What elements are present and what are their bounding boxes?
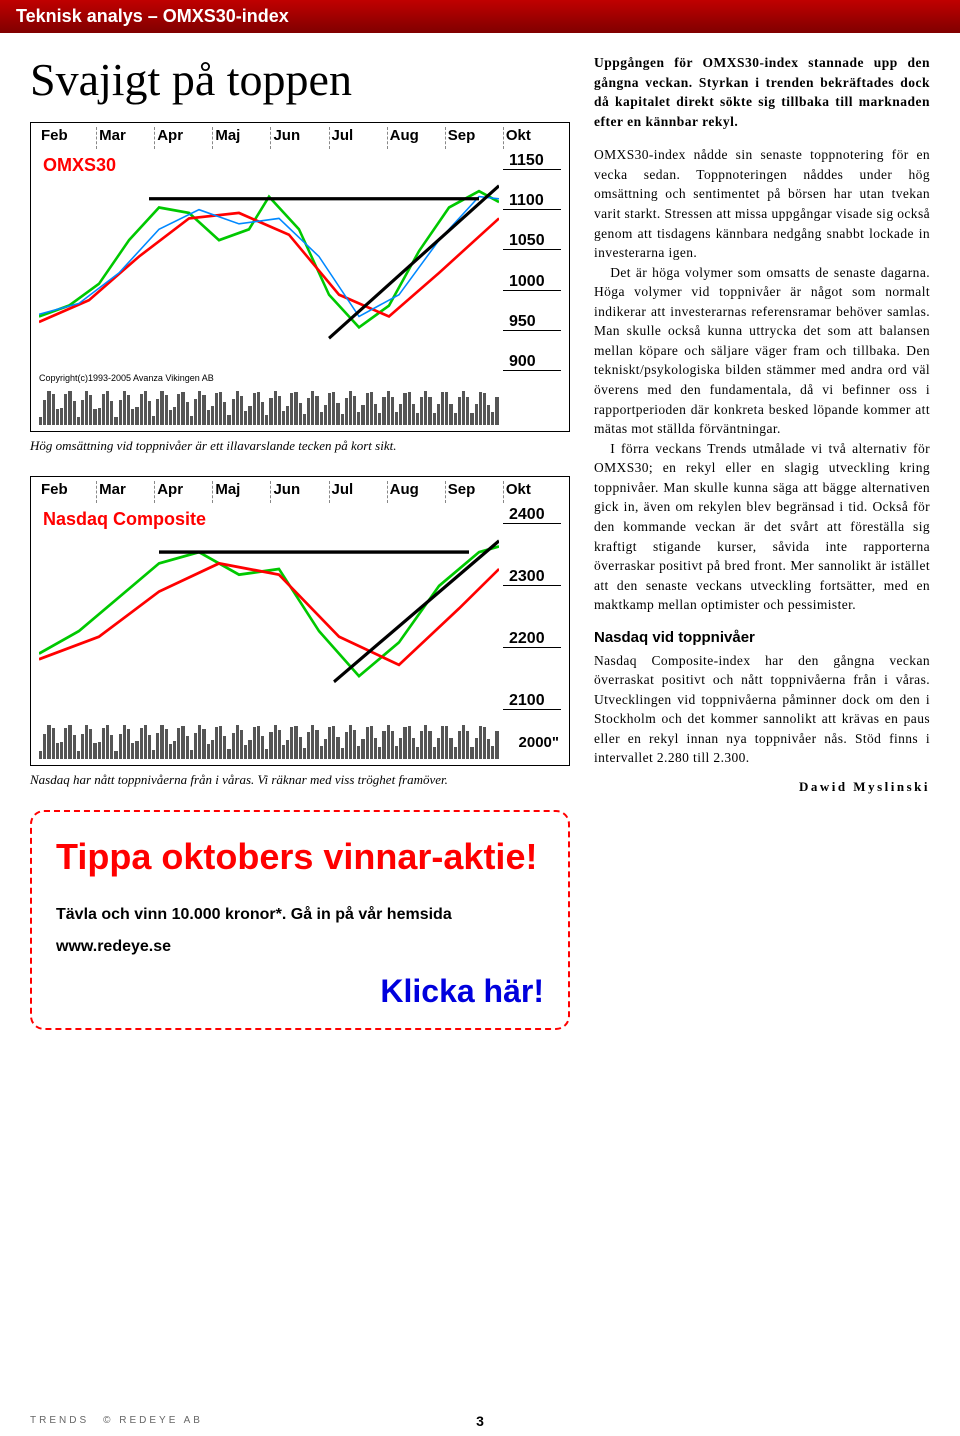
ytick: 950 — [503, 314, 561, 331]
promo-box: Tippa oktobers vinnar-aktie! Tävla och v… — [30, 810, 570, 1030]
chart1-months: Feb Mar Apr Maj Jun Jul Aug Sep Okt — [31, 123, 569, 149]
article-p2: Det är höga volymer som omsatts de senas… — [594, 263, 930, 439]
promo-link[interactable]: Klicka här! — [56, 973, 544, 1010]
chart2-caption: Nasdaq har nått toppnivåerna från i våra… — [30, 772, 570, 788]
chart2-plot — [39, 507, 499, 710]
ytick: 1100 — [503, 193, 561, 210]
ytick: 1150 — [503, 153, 561, 170]
main-title: Svajigt på toppen — [30, 53, 570, 106]
header-title: Teknisk analys – OMXS30-index — [16, 6, 289, 26]
chart1-yaxis: 1150 1100 1050 1000 950 900 — [503, 153, 561, 371]
chart-nasdaq: Feb Mar Apr Maj Jun Jul Aug Sep Okt Nasd… — [30, 476, 570, 766]
page-number: 3 — [476, 1413, 484, 1429]
ytick: 900 — [503, 354, 561, 371]
month-label: Mar — [96, 481, 154, 503]
chart1-volume — [39, 387, 499, 425]
chart2-volume — [39, 721, 499, 759]
page-footer: TRENDS © REDEYE AB 3 — [30, 1415, 930, 1426]
month-label: Mar — [96, 127, 154, 149]
month-label: Maj — [212, 481, 270, 503]
ytick: 1000 — [503, 274, 561, 291]
article-column: Uppgången för OMXS30-index stannade upp … — [594, 53, 930, 1030]
ytick: 2200 — [503, 631, 561, 648]
month-label: Sep — [445, 127, 503, 149]
ytick: 2100 — [503, 693, 561, 710]
chart1-caption: Hög omsättning vid toppnivåer är ett ill… — [30, 438, 570, 454]
left-column: Svajigt på toppen Feb Mar Apr Maj Jun Ju… — [30, 53, 570, 1030]
footer-brand: TRENDS — [30, 1415, 89, 1426]
month-label: Jun — [270, 481, 328, 503]
month-label: Sep — [445, 481, 503, 503]
ytick: 2400 — [503, 507, 561, 524]
month-label: Aug — [387, 127, 445, 149]
promo-title: Tippa oktobers vinnar-aktie! — [56, 836, 544, 877]
article-intro: Uppgången för OMXS30-index stannade upp … — [594, 53, 930, 131]
promo-subtitle: Tävla och vinn 10.000 kronor*. Gå in på … — [56, 899, 544, 963]
ytick: 2300 — [503, 569, 561, 586]
month-label: Jul — [329, 481, 387, 503]
month-label: Okt — [503, 481, 561, 503]
month-label: Apr — [154, 127, 212, 149]
month-label: Jul — [329, 127, 387, 149]
article-p3: I förra veckans Trends utmålade vi två a… — [594, 439, 930, 615]
chart2-months: Feb Mar Apr Maj Jun Jul Aug Sep Okt — [31, 477, 569, 503]
main-content: Svajigt på toppen Feb Mar Apr Maj Jun Ju… — [0, 33, 960, 1040]
chart1-copyright: Copyright(c)1993-2005 Avanza Vikingen AB — [39, 373, 214, 383]
article-subheading: Nasdaq vid toppnivåer — [594, 627, 930, 649]
footer-company: © REDEYE AB — [103, 1415, 203, 1426]
month-label: Feb — [39, 127, 96, 149]
chart-omxs30: Feb Mar Apr Maj Jun Jul Aug Sep Okt OMXS… — [30, 122, 570, 432]
month-label: Feb — [39, 481, 96, 503]
article-author: Dawid Myslinski — [594, 778, 930, 797]
article-p4: Nasdaq Composite-index har den gångna ve… — [594, 651, 930, 768]
article-p1: OMXS30-index nådde sin senaste toppnoter… — [594, 145, 930, 262]
chart1-plot — [39, 153, 499, 371]
month-label: Maj — [212, 127, 270, 149]
section-header: Teknisk analys – OMXS30-index — [0, 0, 960, 33]
chart2-vol-label: 2000" — [519, 734, 559, 751]
month-label: Jun — [270, 127, 328, 149]
month-label: Okt — [503, 127, 561, 149]
ytick: 1050 — [503, 233, 561, 250]
month-label: Aug — [387, 481, 445, 503]
month-label: Apr — [154, 481, 212, 503]
chart2-yaxis: 2400 2300 2200 2100 — [503, 507, 561, 710]
